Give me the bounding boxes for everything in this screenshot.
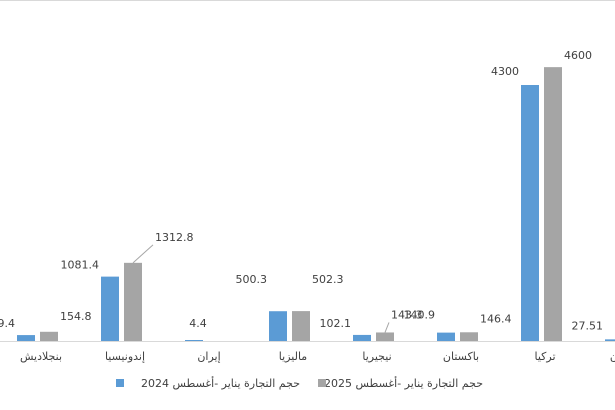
bar-2-3	[292, 311, 310, 341]
category-label: ماليزيا	[279, 350, 308, 363]
category-label: إندونيسيا	[105, 350, 145, 363]
data-label-2-1: 1312.8	[155, 231, 194, 244]
data-label-2-0: 154.8	[60, 310, 92, 323]
category-label: بنجلاديش	[20, 350, 62, 363]
data-label-1-6: 4300	[491, 65, 519, 78]
bar-1-5	[437, 332, 455, 341]
legend-swatch-1	[116, 379, 124, 387]
data-label-2-6: 4600	[564, 49, 592, 62]
bar-1-2	[185, 340, 203, 341]
bar-2-1	[124, 262, 142, 341]
category-label: إيران	[197, 350, 220, 363]
category-label: أذربيجان	[610, 349, 615, 363]
bars-group	[17, 67, 615, 342]
callout-line-1-1	[132, 244, 154, 264]
data-label-1-1: 1081.4	[61, 259, 100, 272]
legend-label-2: حجم التجارة يناير -أغسطس 2025	[324, 376, 483, 390]
data-labels-group: 99.4 154.8 1081.4 1312.8 4.4 500.3 502.3 102.1 1…	[0, 49, 604, 333]
data-label-1-3: 500.3	[236, 273, 268, 286]
category-label: باكستان	[443, 350, 479, 363]
category-label: تركيا	[534, 350, 555, 363]
bar-1-0	[17, 335, 35, 341]
bar-1-3	[269, 311, 287, 341]
bar-2-5	[460, 332, 478, 341]
bar-2-0	[40, 331, 58, 341]
bar-1-7	[605, 339, 615, 341]
data-label-1-7: 27.51	[572, 319, 604, 332]
legend: حجم التجارة يناير -أغسطس 2025 حجم التجارة…	[116, 376, 483, 390]
bar-1-4	[353, 334, 371, 341]
category-labels-group: بنجلاديش إندونيسيا إيران ماليزيا نيجيريا باكس…	[20, 349, 615, 363]
data-label-1-2: 4.4	[189, 317, 207, 330]
data-label-2-5: 146.4	[480, 312, 512, 325]
data-label-1-5: 140.9	[404, 309, 436, 322]
data-label-2-4: 143.3	[391, 308, 423, 321]
data-label-1-0: 99.4	[0, 317, 15, 330]
callout-line-4-1	[384, 322, 390, 333]
bar-2-4	[376, 332, 394, 341]
data-label-1-4: 102.1	[320, 317, 352, 330]
legend-label-1: حجم التجارة يناير -أغسطس 2024	[141, 376, 300, 390]
bar-2-6	[544, 67, 562, 342]
data-label-2-3: 502.3	[312, 273, 344, 286]
bar-1-6	[521, 85, 539, 341]
category-label: نيجيريا	[362, 350, 391, 363]
legend-swatch-2	[318, 379, 326, 387]
bar-1-1	[101, 276, 119, 341]
